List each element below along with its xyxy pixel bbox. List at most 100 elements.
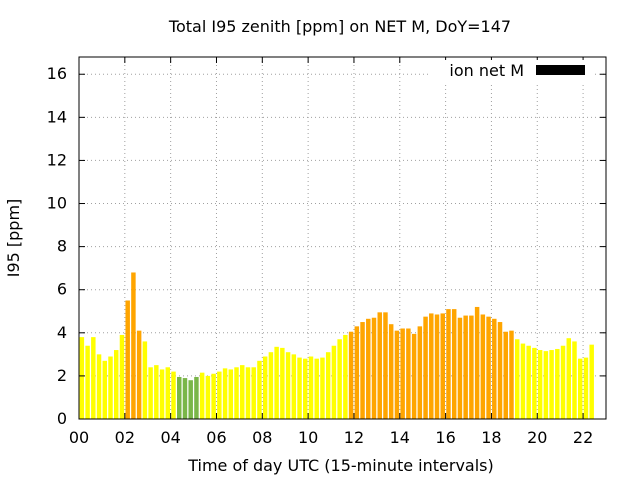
- bar: [583, 357, 589, 419]
- bar: [165, 367, 171, 419]
- bar: [240, 365, 245, 419]
- x-tick-label: 02: [115, 428, 135, 447]
- bar: [429, 313, 434, 419]
- chart-title: Total I95 zenith [ppm] on NET M, DoY=147: [168, 17, 511, 36]
- bar: [194, 376, 199, 419]
- bar: [377, 312, 382, 419]
- bar: [91, 337, 96, 419]
- bar: [303, 358, 308, 419]
- y-tick-label: 14: [47, 107, 67, 126]
- legend-label: ion net M: [449, 61, 524, 80]
- bar-layer: [79, 272, 594, 420]
- bar: [125, 300, 130, 419]
- x-tick-label: 08: [252, 428, 272, 447]
- bar: [411, 333, 417, 419]
- bar: [572, 341, 577, 419]
- bar: [320, 357, 325, 419]
- bar: [314, 358, 319, 419]
- x-tick-label: 06: [206, 428, 226, 447]
- legend: ion net M: [430, 60, 595, 82]
- bar: [222, 368, 228, 419]
- bar: [199, 372, 205, 419]
- bar: [257, 360, 262, 419]
- bar: [451, 309, 457, 419]
- x-tick-label: 00: [69, 428, 89, 447]
- bar: [108, 356, 113, 419]
- bar: [188, 380, 193, 419]
- bar: [440, 313, 445, 419]
- bar: [285, 352, 291, 419]
- grid-layer: [79, 57, 606, 419]
- x-tick-label: 16: [435, 428, 455, 447]
- bar: [537, 350, 543, 419]
- bar: [509, 330, 514, 419]
- bar: [343, 334, 348, 419]
- y-tick-label: 4: [57, 323, 67, 342]
- bar: [268, 352, 274, 419]
- x-axis-label: Time of day UTC (15-minute intervals): [187, 456, 494, 475]
- bar: [136, 330, 142, 419]
- bar: [280, 347, 285, 419]
- x-tick-label: 18: [481, 428, 501, 447]
- bar: [446, 309, 451, 419]
- bar: [245, 367, 251, 419]
- bar: [463, 315, 468, 419]
- bar: [142, 341, 148, 419]
- bar: [234, 367, 239, 419]
- bar: [577, 358, 583, 419]
- bar: [520, 343, 526, 419]
- x-tick-label: 14: [390, 428, 410, 447]
- bar: [480, 314, 486, 419]
- bar: [406, 328, 411, 419]
- bar: [205, 375, 211, 419]
- bar: [331, 345, 337, 419]
- bar: [119, 334, 125, 419]
- bar: [589, 344, 594, 419]
- bar: [159, 369, 165, 419]
- bar: [492, 318, 497, 419]
- bar: [291, 354, 297, 419]
- bar: [354, 326, 360, 419]
- y-tick-label: 2: [57, 366, 67, 385]
- x-tick-label: 12: [344, 428, 364, 447]
- bar: [543, 351, 549, 420]
- bar: [228, 369, 234, 419]
- bar: [177, 376, 182, 419]
- bar: [308, 356, 314, 419]
- bar: [79, 337, 85, 419]
- bar: [549, 350, 554, 419]
- bar: [486, 316, 491, 419]
- bar: [555, 348, 560, 419]
- bar: [96, 354, 102, 419]
- bar: [388, 324, 394, 419]
- bar: [469, 315, 474, 419]
- bar: [383, 312, 388, 419]
- y-tick-label: 12: [47, 150, 67, 169]
- y-axis-label: I95 [ppm]: [4, 199, 23, 278]
- bar: [366, 318, 371, 419]
- bar: [348, 331, 354, 419]
- plot-frame: [78, 56, 607, 420]
- y-tick-label: 8: [57, 237, 67, 256]
- bar: [102, 360, 108, 419]
- bar: [371, 317, 377, 419]
- bar: [251, 367, 256, 419]
- bar: [503, 331, 508, 419]
- bar: [171, 371, 176, 419]
- bar: [532, 347, 537, 419]
- bar: [154, 365, 159, 419]
- bar: [526, 345, 531, 419]
- bar: [417, 326, 423, 419]
- y-tick-label: 16: [47, 64, 67, 83]
- bar: [114, 350, 119, 419]
- bar: [262, 356, 268, 419]
- x-tick-label: 22: [573, 428, 593, 447]
- bar: [148, 367, 153, 419]
- x-tick-label: 20: [527, 428, 547, 447]
- x-tick-label: 10: [298, 428, 318, 447]
- x-tick-label: 04: [160, 428, 180, 447]
- bar: [566, 338, 571, 419]
- bar: [217, 371, 222, 419]
- y-tick-label: 0: [57, 409, 67, 428]
